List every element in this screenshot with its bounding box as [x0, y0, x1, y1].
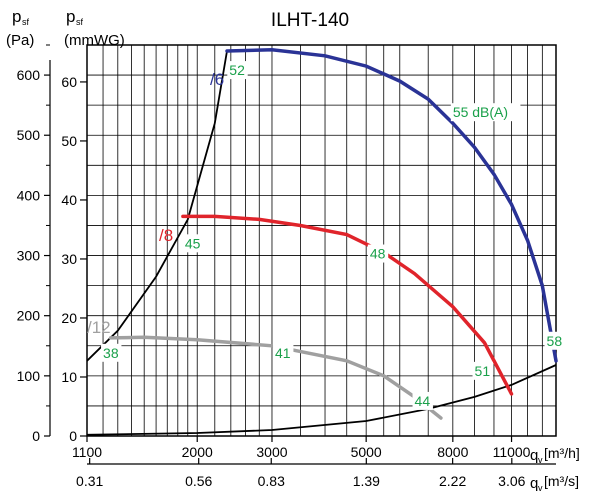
sound-label: 45 — [185, 235, 201, 251]
series-label-6: /6 — [210, 70, 224, 89]
y-left-tick-label: 400 — [17, 187, 41, 203]
x-bottom-symbol: q — [530, 475, 538, 492]
y-left-tick-label: 100 — [17, 368, 41, 384]
x-bottom-unit: [m³/s] — [544, 473, 579, 489]
sound-label: 51 — [475, 363, 491, 379]
x-bottom-ticks: 0.31 0.56 0.83 1.39 2.22 3.06 — [76, 458, 526, 489]
x-top-tick-label: 11000 — [493, 444, 531, 460]
series-curve — [225, 48, 558, 363]
x-bottom-tick-label: 3.06 — [498, 473, 525, 489]
sound-label: 41 — [275, 345, 291, 361]
system-curve — [86, 364, 557, 436]
system-curve — [86, 50, 228, 362]
y-inner-unit: (mmWG) — [64, 32, 125, 49]
sound-label: 52 — [229, 62, 245, 78]
y-inner-tick-label: 30 — [61, 251, 77, 267]
series-label-8: /8 — [159, 226, 173, 245]
x-top-symbol: q — [530, 447, 538, 464]
y-left-ticks: 0 100 200 300 400 500 600 — [17, 44, 50, 444]
sound-label-bg — [450, 103, 521, 122]
curves — [86, 48, 558, 436]
y-left-unit: (Pa) — [6, 32, 34, 49]
y-left-tick-label: 0 — [32, 428, 40, 444]
x-top-ticks: 1100 2000 3000 5000 8000 11000 — [72, 436, 531, 460]
sound-label: 38 — [103, 345, 119, 361]
x-top-tick-label: 1100 — [72, 444, 102, 460]
sound-label-bg — [544, 331, 565, 350]
sound-label-bg — [227, 61, 248, 80]
sound-label: 58 — [547, 333, 563, 349]
series-curve — [181, 214, 514, 396]
x-top-tick-label: 5000 — [351, 444, 382, 460]
sound-label-bg — [101, 343, 122, 362]
chart-title: ILHT-140 — [271, 10, 349, 31]
series-curve — [108, 335, 443, 420]
x-top-tick-label: 8000 — [437, 444, 468, 460]
x-top-tick-label: 2000 — [182, 444, 213, 460]
sound-label: 55 dB(A) — [453, 104, 508, 120]
y-left-tick-label: 500 — [17, 127, 41, 143]
y-left-sub: sf — [22, 17, 30, 27]
x-bottom-tick-label: 0.83 — [258, 473, 285, 489]
sound-label-bg — [412, 391, 433, 410]
sound-label: 44 — [415, 393, 431, 409]
x-top-sub: v — [538, 455, 543, 465]
x-bottom-sub: v — [538, 483, 543, 493]
y-left-tick-label: 600 — [17, 67, 41, 83]
series-label-12: /12 — [87, 318, 111, 337]
y-left-tick-label: 200 — [17, 308, 41, 324]
x-top-unit: [m³/h] — [544, 445, 580, 461]
sound-label-bg — [472, 361, 493, 380]
x-bottom-tick-label: 0.56 — [185, 473, 212, 489]
y-inner-tick-label: 10 — [61, 369, 77, 385]
y-inner-tick-label: 0 — [69, 428, 77, 444]
y-inner-tick-label: 60 — [61, 74, 77, 90]
sound-label-bg — [367, 244, 389, 263]
y-left-tick-label: 300 — [17, 248, 41, 264]
sound-label-bg — [273, 343, 294, 362]
y-inner-sub: sf — [76, 17, 84, 27]
y-left-symbol: p — [12, 7, 21, 26]
plot-frame — [86, 44, 557, 437]
sound-labels: 52 55 dB(A) 45 48 38 41 44 51 58 — [101, 61, 565, 410]
x-bottom-tick-label: 2.22 — [439, 473, 466, 489]
x-top-tick-label: 3000 — [256, 444, 287, 460]
y-inner-tick-label: 50 — [61, 133, 77, 149]
sound-label-bg — [182, 234, 204, 253]
x-bottom-tick-label: 1.39 — [353, 473, 380, 489]
y-inner-ticks: 0 10 20 30 40 50 60 — [61, 74, 87, 444]
y-inner-tick-label: 40 — [61, 192, 77, 208]
y-inner-tick-label: 20 — [61, 310, 77, 326]
x-bottom-tick-label: 0.31 — [76, 473, 103, 489]
sound-label: 48 — [370, 246, 386, 262]
y-inner-symbol: p — [66, 7, 75, 26]
